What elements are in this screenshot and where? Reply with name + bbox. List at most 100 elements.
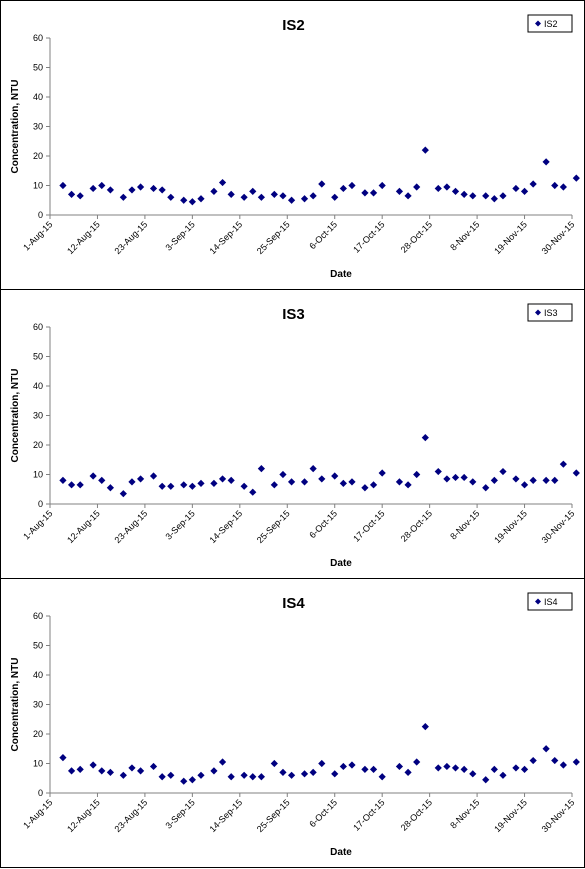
legend-marker <box>535 309 541 316</box>
data-point <box>309 465 317 473</box>
x-tick-label: 25-Sep-15 <box>255 219 292 256</box>
legend: IS4 <box>527 592 573 611</box>
data-point <box>240 193 248 201</box>
data-point <box>421 723 429 731</box>
x-tick-label: 19-Nov-15 <box>492 508 529 545</box>
data-point <box>76 765 84 773</box>
x-tick-label: 3-Sep-15 <box>164 219 197 252</box>
data-point <box>318 475 326 483</box>
data-point <box>520 187 529 195</box>
x-axis-title: Date <box>330 847 352 858</box>
data-point <box>559 761 567 769</box>
data-point <box>572 469 580 477</box>
data-point <box>136 183 145 191</box>
y-tick-label: 10 <box>33 470 43 480</box>
x-tick-label: 6-Oct-15 <box>307 219 339 251</box>
y-tick-label: 0 <box>38 210 43 220</box>
chart-title: IS3 <box>282 306 305 323</box>
y-tick-label: 60 <box>33 322 43 332</box>
x-tick-label: 30-Nov-15 <box>540 508 577 545</box>
data-point <box>395 187 404 195</box>
data-point <box>469 478 477 486</box>
data-point <box>348 478 356 486</box>
x-tick-label: 30-Nov-15 <box>540 797 577 834</box>
data-point <box>309 192 317 200</box>
y-tick-label: 50 <box>33 63 43 73</box>
data-point <box>520 765 529 773</box>
data-point <box>257 465 265 473</box>
y-tick-label: 50 <box>33 352 43 362</box>
data-point <box>227 476 235 484</box>
x-tick-label: 23-Aug-15 <box>113 508 150 545</box>
y-tick-label: 40 <box>33 381 43 391</box>
data-point <box>378 773 386 781</box>
data-point <box>369 765 378 773</box>
data-point <box>287 771 296 779</box>
scatter-chart-is4: IS4 0 10 20 30 40 50 60 1-Aug-15 12-Aug-15 23-Aug-… <box>10 592 580 858</box>
legend-box <box>527 592 573 611</box>
data-point <box>257 193 265 201</box>
data-point <box>149 472 158 480</box>
data-point <box>287 196 296 204</box>
data-point <box>67 190 76 198</box>
data-point <box>572 758 580 766</box>
data-point <box>76 192 84 200</box>
data-point <box>542 158 550 166</box>
y-tick-label: 0 <box>38 499 43 509</box>
data-point <box>89 761 97 769</box>
data-point <box>210 187 218 195</box>
chart-panel-is3: IS3 0 10 20 30 40 50 60 1-Aug-15 12-Aug-15 23-Aug-… <box>0 289 585 579</box>
data-point <box>249 187 257 195</box>
data-point <box>158 186 166 194</box>
x-tick-label: 19-Nov-15 <box>492 219 529 256</box>
x-tick-label: 6-Oct-15 <box>307 508 339 540</box>
data-point <box>361 189 369 197</box>
data-point <box>469 192 477 200</box>
data-point <box>318 759 326 768</box>
y-axis-title: Concentration, NTU <box>10 658 21 752</box>
data-point <box>279 470 287 479</box>
y-axis-title: Concentration, NTU <box>10 369 21 463</box>
data-point <box>210 767 218 775</box>
data-point <box>180 196 188 204</box>
data-point <box>443 475 451 483</box>
y-tick-label: 20 <box>33 729 43 739</box>
data-point <box>443 762 451 771</box>
y-tick-label: 0 <box>38 788 43 798</box>
x-tick-label: 12-Aug-15 <box>65 508 102 545</box>
x-tick-label: 28-Oct-15 <box>399 797 434 832</box>
data-point <box>451 473 460 482</box>
data-point <box>369 481 378 489</box>
y-tick-label: 20 <box>33 440 43 450</box>
data-point <box>98 767 106 775</box>
data-point <box>443 183 451 191</box>
data-point <box>490 765 498 773</box>
x-tick-label: 14-Sep-15 <box>207 508 244 545</box>
data-point <box>106 484 114 492</box>
data-point <box>529 180 537 188</box>
data-point <box>249 488 257 496</box>
data-point <box>300 478 309 486</box>
data-point <box>434 467 442 476</box>
data-point <box>421 146 429 154</box>
data-point <box>331 472 339 480</box>
data-point <box>119 193 127 201</box>
x-tick-label: 8-Nov-15 <box>448 219 481 252</box>
chart-panel-is2: IS2 0 10 20 30 40 50 60 1-Aug-15 12-Aug-15 23-Aug-… <box>0 0 585 290</box>
scatter-chart-is3: IS3 0 10 20 30 40 50 60 1-Aug-15 12-Aug-15 23-Aug-… <box>10 303 580 569</box>
data-point <box>240 482 248 490</box>
data-point <box>106 768 114 776</box>
data-point <box>378 469 386 477</box>
x-axis-title: Date <box>330 558 352 569</box>
data-point <box>89 472 97 480</box>
y-tick-label: 40 <box>33 670 43 680</box>
x-tick-label: 3-Sep-15 <box>164 797 197 830</box>
data-point <box>413 183 421 191</box>
data-point <box>197 195 205 203</box>
legend-label: IS4 <box>544 597 558 607</box>
chart-title: IS4 <box>282 595 305 612</box>
legend-marker <box>535 20 541 27</box>
data-point <box>149 184 158 193</box>
data-point <box>227 190 235 198</box>
data-point <box>67 481 76 489</box>
